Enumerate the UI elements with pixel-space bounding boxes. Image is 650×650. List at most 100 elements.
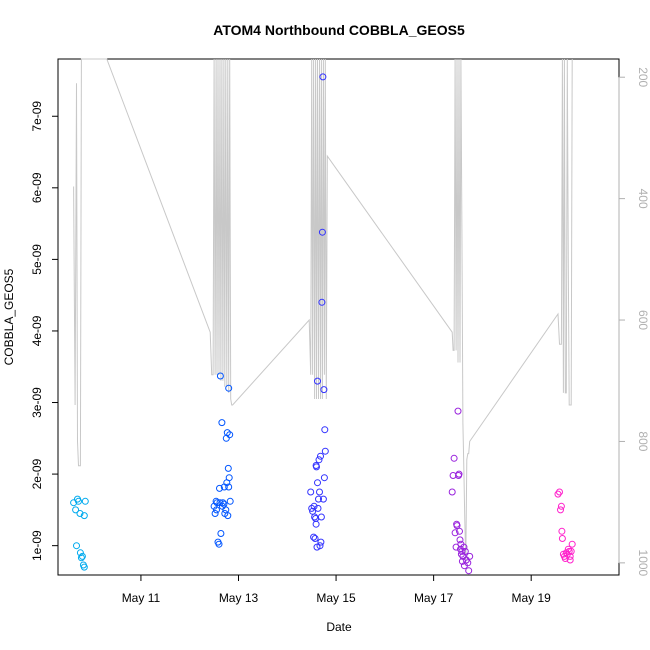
data-point: [318, 298, 326, 306]
data-point: [458, 547, 466, 555]
data-point: [217, 530, 225, 537]
data-point: [315, 495, 322, 503]
data-point: [314, 504, 322, 512]
data-point: [314, 377, 321, 385]
x-tick-label: May 17: [414, 591, 454, 605]
data-point: [75, 497, 82, 505]
data-point: [556, 488, 563, 496]
data-point: [554, 490, 562, 498]
data-point: [451, 529, 459, 537]
data-point: [215, 540, 223, 548]
right-y-tick-label: 200: [636, 67, 650, 87]
data-point: [456, 536, 464, 544]
data-point: [307, 488, 315, 496]
data-point: [464, 559, 472, 567]
data-point: [317, 513, 325, 521]
data-point: [224, 512, 232, 520]
y-tick-label: 1e-09: [30, 530, 44, 561]
data-point: [72, 506, 80, 514]
data-point: [81, 497, 89, 505]
points-layer: [70, 73, 576, 575]
data-point: [566, 552, 574, 560]
data-point: [213, 506, 220, 514]
data-point: [80, 512, 88, 520]
data-point: [219, 499, 227, 507]
data-point: [76, 549, 84, 557]
data-point: [321, 426, 329, 434]
x-tick-label: May 13: [219, 591, 259, 605]
y-tick-label: 5e-09: [30, 244, 44, 275]
data-point: [312, 462, 320, 469]
data-point: [316, 488, 323, 496]
data-point: [226, 431, 234, 439]
data-point: [460, 543, 468, 551]
data-point: [80, 563, 88, 571]
data-point: [310, 502, 318, 510]
data-point: [311, 535, 319, 542]
data-point: [224, 464, 232, 472]
data-point: [226, 497, 234, 505]
data-point: [567, 547, 575, 555]
y-axis: 1e-09 2e-09 3e-09 4e-09 5e-09 6e-09 7e-09: [30, 101, 59, 561]
data-point: [222, 434, 230, 442]
data-point: [450, 454, 458, 462]
data-point: [319, 495, 327, 503]
data-point: [317, 452, 324, 460]
data-point: [566, 556, 574, 564]
y-tick-label: 2e-09: [30, 458, 44, 489]
y-tick-label: 6e-09: [30, 172, 44, 203]
y-tick-label: 4e-09: [30, 315, 44, 346]
data-point: [557, 506, 564, 514]
data-point: [320, 386, 328, 394]
data-point: [557, 502, 565, 510]
data-point: [225, 474, 233, 482]
y-axis-label: COBBLA_GEOS5: [2, 268, 16, 365]
data-point: [453, 522, 461, 530]
right-y-tick-label: 1000: [636, 550, 650, 577]
data-point: [212, 497, 220, 505]
data-point: [558, 535, 566, 542]
data-point: [77, 554, 85, 562]
x-tick-label: May 19: [512, 591, 552, 605]
right-y-tick-label: 600: [636, 310, 650, 330]
data-point: [222, 506, 230, 514]
data-point: [76, 510, 84, 517]
data-point: [317, 538, 325, 546]
data-point: [312, 520, 320, 528]
x-axis-label: Date: [326, 620, 352, 634]
profile-line-layer: [73, 58, 573, 563]
data-point: [316, 542, 324, 550]
data-point: [320, 474, 328, 482]
y-axis-right: 200 400 600 800 1000: [618, 67, 650, 577]
data-point: [454, 407, 462, 415]
x-axis: May 11 May 13 May 15 May 17 May 19: [122, 574, 552, 605]
data-point: [315, 456, 323, 464]
y-tick-label: 3e-09: [30, 387, 44, 418]
data-point: [321, 447, 329, 455]
data-point: [448, 488, 456, 496]
data-point: [466, 552, 474, 560]
data-point: [558, 527, 566, 535]
data-point: [456, 527, 463, 535]
x-tick-label: May 15: [316, 591, 356, 605]
data-point: [311, 513, 319, 521]
data-point: [310, 533, 318, 541]
data-point: [216, 499, 224, 507]
right-y-tick-label: 400: [636, 189, 650, 209]
data-point: [318, 228, 326, 236]
data-point: [455, 470, 463, 478]
data-point: [225, 483, 233, 491]
profile-line: [73, 58, 573, 563]
data-point: [78, 552, 86, 560]
y-tick-label: 7e-09: [30, 101, 44, 132]
data-point: [216, 372, 224, 380]
data-point: [314, 479, 321, 487]
data-point: [225, 384, 233, 392]
data-point: [216, 484, 223, 492]
data-point: [218, 419, 226, 427]
data-point: [461, 547, 469, 555]
data-point: [319, 73, 327, 81]
right-y-tick-label: 800: [636, 431, 650, 451]
data-point: [568, 540, 576, 548]
